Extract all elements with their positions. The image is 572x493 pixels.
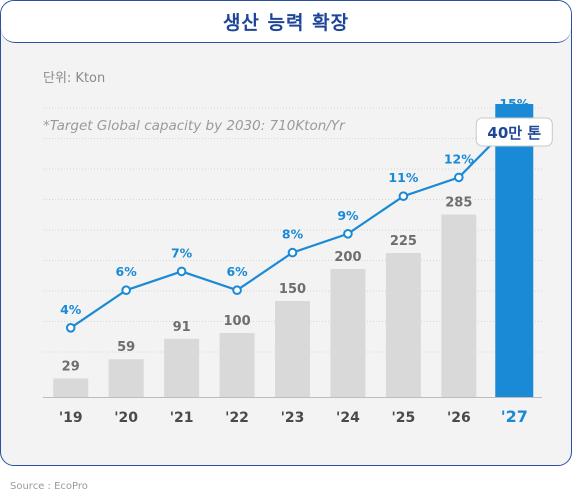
share-label-19: 4% xyxy=(60,302,82,317)
share-point-23 xyxy=(287,247,298,258)
x-tick-21: '21 xyxy=(170,410,194,426)
bar-20 xyxy=(108,359,144,397)
bar-label-19: 29 xyxy=(62,359,80,374)
share-point-24 xyxy=(343,229,353,239)
bar-label-27: 40만 톤 xyxy=(487,124,541,142)
share-label-25: 11% xyxy=(388,170,418,185)
share-label-27: 15% xyxy=(499,96,529,111)
x-tick-22: '22 xyxy=(225,410,249,426)
x-tick-26: '26 xyxy=(447,410,471,426)
x-tick-23: '23 xyxy=(281,410,305,426)
share-label-24: 9% xyxy=(337,208,359,223)
share-label-20: 6% xyxy=(116,264,138,279)
bar-26 xyxy=(441,214,477,397)
x-tick-20: '20 xyxy=(114,410,138,426)
unit-label: 단위: Kton xyxy=(43,71,106,86)
bars xyxy=(53,104,534,397)
bar-label-22: 100 xyxy=(223,314,250,329)
share-label-22: 6% xyxy=(226,264,248,279)
capacity-share-line xyxy=(65,120,516,333)
chart-plot: 4% 6% 7% 6% 8% 9% 11% 12% 15% 29 59 91 100 150 200 225 2… xyxy=(43,96,553,426)
data-labels: 4% 6% 7% 6% 8% 9% 11% 12% 15% 29 59 91 100 150 200 225 2… xyxy=(60,96,553,374)
target-note: *Target Global capacity by 2030: 710Kton… xyxy=(43,118,345,134)
share-label-21: 7% xyxy=(171,245,193,260)
bar-label-23: 150 xyxy=(279,282,306,297)
share-point-20 xyxy=(121,285,131,296)
title-bar: 생산 능력 확장 xyxy=(1,1,571,43)
bar-25 xyxy=(385,253,421,397)
share-point-21 xyxy=(176,266,187,277)
share-point-25 xyxy=(398,191,409,201)
x-tick-27: '27 xyxy=(501,407,528,426)
x-axis: '19 '20 '21 '22 '23 '24 '25 '26 '27 xyxy=(43,397,542,426)
bar-label-20: 59 xyxy=(117,340,135,355)
chart-title: 생산 능력 확장 xyxy=(222,12,350,34)
bar-19 xyxy=(53,378,89,397)
share-point-19 xyxy=(65,323,76,333)
bar-label-21: 91 xyxy=(173,320,191,335)
source-text: Source : EcoPro xyxy=(10,481,88,492)
share-point-26 xyxy=(454,172,464,183)
bar-label-26: 285 xyxy=(445,196,472,211)
share-label-26: 12% xyxy=(444,151,474,166)
bar-22 xyxy=(219,333,255,397)
bar-27 xyxy=(495,104,534,397)
bar-label-24: 200 xyxy=(334,250,361,265)
share-point-22 xyxy=(232,285,242,296)
x-tick-19: '19 xyxy=(59,410,83,426)
bar-23 xyxy=(275,301,310,397)
bar-label-25: 225 xyxy=(390,234,417,249)
bar-21 xyxy=(164,338,200,397)
highlight-callout xyxy=(475,117,553,147)
bar-24 xyxy=(330,269,366,397)
x-tick-24: '24 xyxy=(336,410,360,426)
x-tick-25: '25 xyxy=(391,410,415,426)
share-label-23: 8% xyxy=(282,227,304,242)
